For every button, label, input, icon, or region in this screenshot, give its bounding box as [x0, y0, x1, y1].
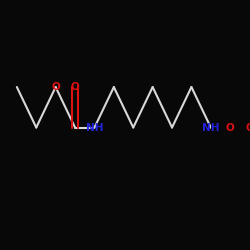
Text: O: O [245, 122, 250, 132]
Text: O: O [71, 82, 80, 92]
Text: NH: NH [202, 122, 220, 132]
Text: O: O [51, 82, 60, 92]
Text: O: O [226, 122, 234, 132]
Text: NH: NH [86, 122, 103, 132]
